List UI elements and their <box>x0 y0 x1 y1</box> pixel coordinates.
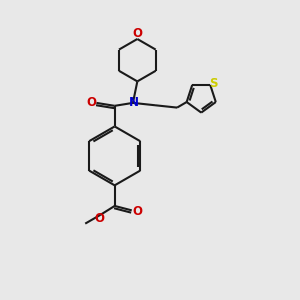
Text: O: O <box>132 27 142 40</box>
Text: S: S <box>209 77 218 90</box>
Text: O: O <box>132 205 142 218</box>
Text: N: N <box>128 96 139 109</box>
Text: O: O <box>86 96 96 110</box>
Text: O: O <box>94 212 104 225</box>
